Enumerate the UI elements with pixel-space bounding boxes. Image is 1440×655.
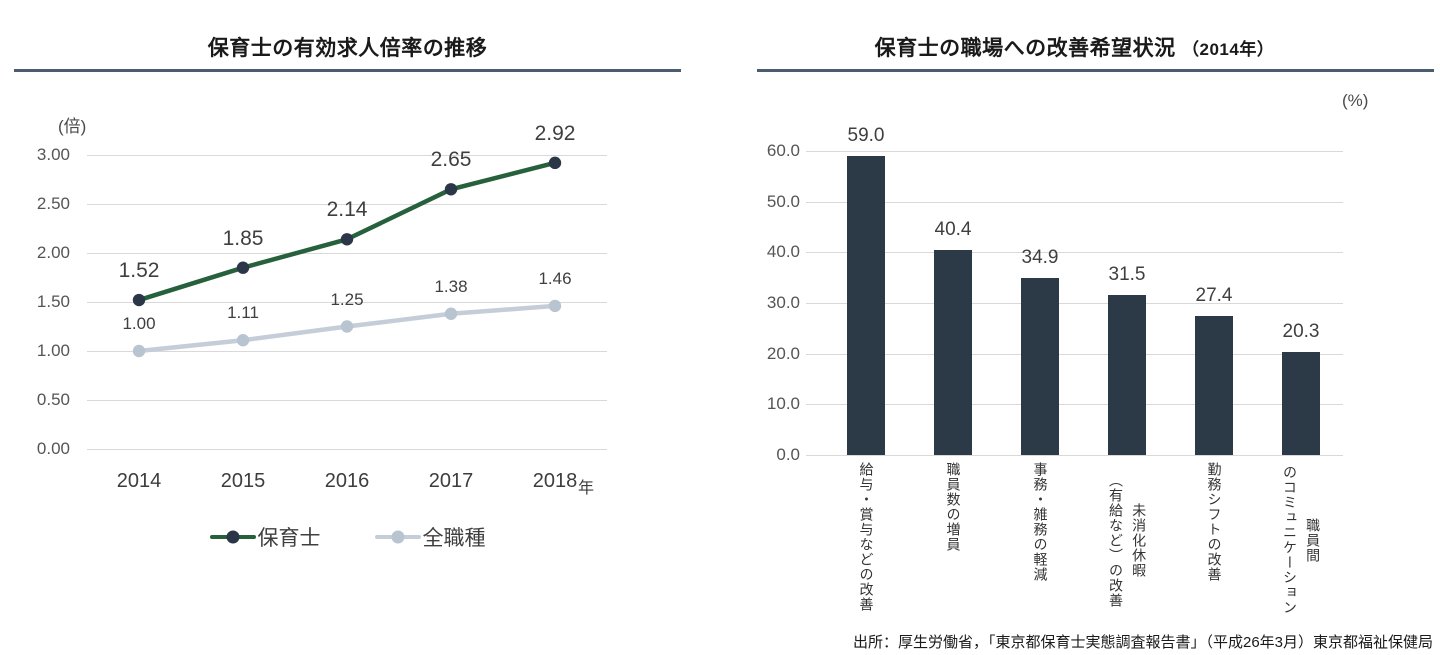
y-tick-label: 0.50 (36, 390, 70, 409)
bar-value-label: 27.4 (1195, 285, 1233, 307)
y-tick-label: 40.0 (766, 242, 800, 262)
bar (1021, 278, 1059, 455)
y-tick-label: 2.00 (36, 243, 70, 262)
bar-chart-plot: 60.0 50.0 40.0 30.0 20.0 10.0 0.0 59.0 給与・賞与などの改… (757, 30, 1434, 622)
legend-label: 全職種 (422, 527, 486, 550)
bar-chart-unit-label: (%) (1342, 91, 1369, 110)
data-point-label: 2.14 (326, 198, 368, 222)
gridline (806, 303, 1343, 304)
legend-item-series-2: 全職種 (374, 522, 486, 552)
x-tick-label: 2017 (428, 470, 474, 492)
gridline (806, 201, 1343, 203)
category-label: 職員数の増員 (945, 462, 962, 552)
gridline (806, 404, 1343, 406)
series-line-0 (136, 160, 558, 303)
category-label: 職員間 のコミュニケーション (1282, 465, 1322, 615)
gridline (806, 151, 1343, 152)
bar-value-label: 40.4 (934, 219, 972, 241)
line-chart-plot: 3.00 2.50 2.00 1.50 1.00 0.50 0.00 1.52 1.85 2.14… (14, 30, 681, 596)
bar-chart-title: 保育士の職場への改善希望状況 （2014年） (757, 32, 1392, 62)
series-marker-0 (548, 156, 562, 170)
legend-dot-icon (391, 530, 404, 544)
data-point-label: 1.11 (227, 303, 259, 323)
y-tick-label: 10.0 (766, 394, 800, 414)
bar-value-label: 20.3 (1282, 321, 1320, 343)
series-marker-0 (340, 233, 354, 246)
data-point-label: 1.25 (330, 289, 364, 309)
title-divider (757, 69, 1434, 72)
y-tick-label: 0.00 (36, 439, 70, 458)
gridline (87, 351, 607, 352)
bar (1195, 316, 1233, 455)
bar-value-label: 34.9 (1021, 247, 1059, 269)
series-marker-1 (548, 299, 562, 313)
series-marker-0 (132, 293, 146, 307)
data-point-label: 2.92 (534, 121, 576, 145)
x-tick-label: 2015 (220, 470, 266, 492)
y-tick-label: 50.0 (766, 191, 800, 211)
series-marker-0 (444, 183, 458, 196)
title-divider (14, 69, 681, 72)
series-marker-1 (132, 344, 146, 358)
bar (1282, 352, 1320, 455)
gridline (87, 400, 607, 401)
x-tick-label: 2018 (532, 470, 578, 492)
category-label: 給与・賞与などの改善 (858, 462, 875, 612)
legend-item-series-1: 保育士 (209, 522, 321, 552)
y-tick-label: 1.00 (36, 341, 70, 360)
data-point-label: 1.85 (222, 226, 264, 250)
y-tick-label: 1.50 (36, 292, 70, 311)
data-point-label: 2.65 (430, 148, 472, 172)
bar-chart-title-main: 保育士の職場への改善希望状況 (874, 37, 1176, 60)
category-label: 勤務シフトの改善 (1206, 462, 1223, 582)
legend-line-icon (209, 530, 256, 544)
bar-value-label: 59.0 (847, 125, 885, 147)
gridline (806, 252, 1343, 254)
line-chart-unit-label: (倍) (58, 117, 87, 136)
series-marker-1 (444, 307, 458, 320)
line-chart-title: 保育士の有効求人倍率の推移 (207, 37, 488, 60)
series-marker-1 (340, 320, 354, 333)
x-tick-label: 2014 (116, 470, 162, 492)
y-tick-label: 30.0 (766, 293, 800, 312)
series-marker-1 (236, 334, 250, 347)
gridline (87, 302, 607, 303)
source-note: 出所：厚生労働省，「東京都保育士実態調査報告書」（平成26年3月）東京都福祉保健… (852, 634, 1433, 651)
bar (1108, 295, 1146, 455)
line-series-canvas (132, 156, 562, 358)
legend-line-icon (374, 530, 421, 544)
x-axis-unit-suffix: 年 (578, 480, 595, 497)
legend-label: 保育士 (257, 527, 321, 550)
bar-value-label: 31.5 (1108, 264, 1146, 286)
y-tick-label: 0.0 (776, 445, 800, 464)
bar (934, 250, 972, 455)
gridline (806, 455, 1343, 456)
data-point-label: 1.00 (122, 314, 156, 333)
y-tick-label: 60.0 (766, 141, 800, 160)
data-point-label: 1.38 (434, 276, 468, 296)
x-tick-label: 2016 (324, 470, 370, 492)
category-label: 未消化休暇 （有給など）の改善 (1108, 472, 1148, 608)
gridline (806, 353, 1343, 355)
y-tick-label: 2.50 (36, 194, 70, 213)
y-tick-label: 3.00 (36, 145, 70, 164)
gridline (87, 204, 607, 205)
bar-chart-panel: 保育士の職場への改善希望状況 （2014年） (%) 60.0 50.0 40.0 3… (757, 30, 1434, 622)
line-chart-legend: 保育士 全職種 (14, 523, 681, 551)
legend-dot-icon (226, 530, 239, 544)
line-chart-panel: 保育士の有効求人倍率の推移 (倍) 3.00 2.50 2.00 1.50 1.00 0.… (14, 30, 681, 596)
series-marker-0 (236, 261, 250, 274)
bar (847, 156, 885, 455)
gridline (87, 253, 607, 254)
gridline (87, 155, 607, 156)
category-label: 事務・雑務の軽減 (1032, 462, 1049, 582)
y-tick-label: 20.0 (766, 343, 800, 363)
data-point-label: 1.52 (118, 259, 160, 283)
data-point-label: 1.46 (538, 268, 572, 288)
gridline (87, 449, 607, 450)
bar-chart-title-year: （2014年） (1182, 40, 1275, 59)
